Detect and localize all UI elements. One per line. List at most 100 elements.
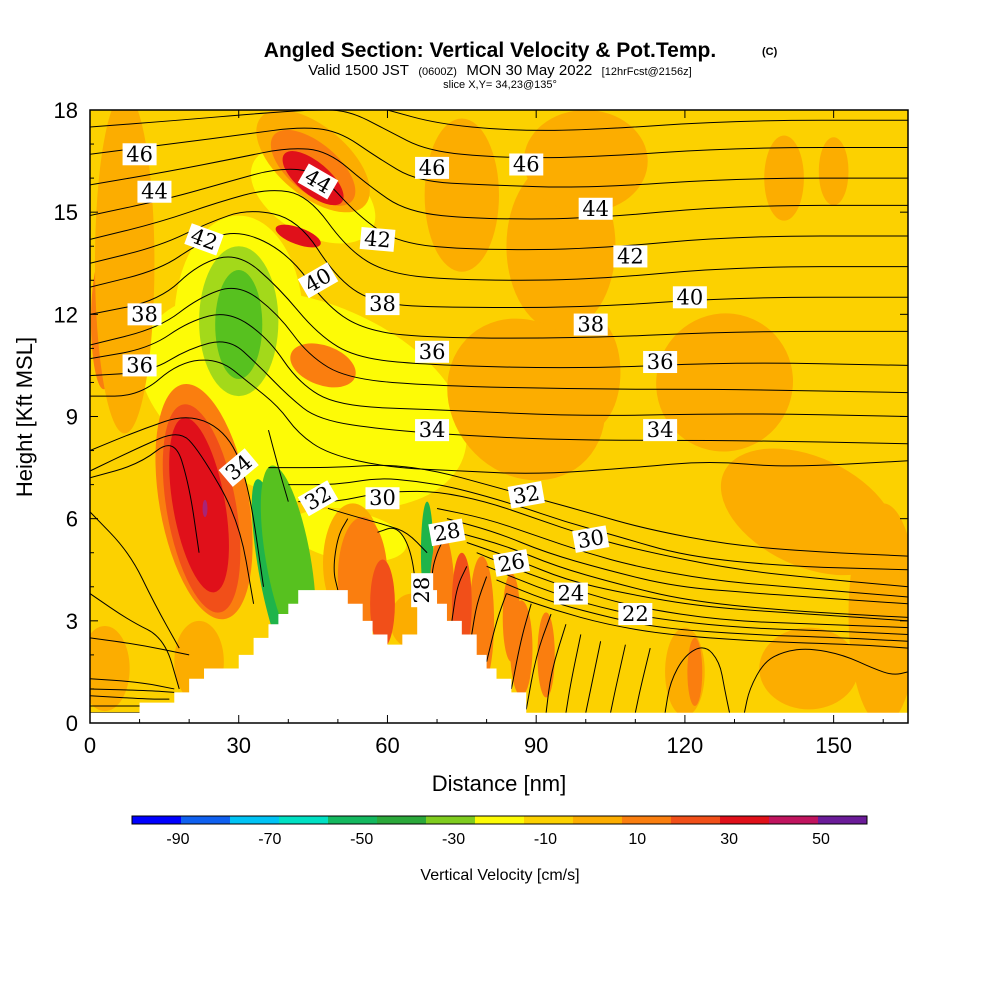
colorbar-tick-label: 50 (812, 831, 830, 848)
velocity-region (818, 137, 849, 206)
contour-label: 30 (572, 525, 610, 553)
x-tick-label: 60 (375, 733, 399, 758)
theta-contour (327, 507, 428, 554)
y-tick-label: 6 (66, 507, 78, 532)
terrain-profile (90, 590, 908, 723)
colorbar-segment (720, 816, 770, 824)
colorbar-segment (524, 816, 574, 824)
contour-label-box (643, 419, 678, 442)
contour-label: 42 (613, 244, 648, 268)
velocity-region (370, 559, 395, 649)
x-tick-label: 30 (226, 733, 250, 758)
contour-label-text: 36 (647, 350, 674, 374)
contour-label-box (365, 487, 400, 510)
contour-label: 34 (643, 418, 678, 442)
theta-contour (436, 507, 908, 598)
theta-contour (90, 233, 908, 339)
contour-label-box (507, 481, 545, 509)
velocity-region (215, 270, 263, 380)
colorbar-tick-label: 30 (720, 831, 738, 848)
contour-label: 28 (410, 573, 434, 608)
theta-contour (387, 110, 908, 131)
contour-label: 28 (428, 518, 466, 546)
colorbar-tick-label: -10 (534, 831, 557, 848)
utc-time: (0600Z) (418, 66, 457, 78)
colorbar: -90 -70 -50 -30 -10 10 30 50 (131, 815, 868, 848)
contour-label: 46 (415, 156, 450, 180)
theta-contour (585, 641, 602, 713)
contour-label: 46 (509, 152, 544, 176)
theta-contour (90, 314, 908, 417)
theta-contour (90, 211, 908, 309)
contour-label-text: 36 (126, 353, 153, 377)
theta-contour (90, 110, 908, 159)
theta-contour (90, 434, 255, 604)
theta-contour (90, 127, 908, 188)
theta-contour (545, 624, 567, 713)
velocity-region (687, 637, 703, 706)
y-tick-label: 9 (66, 405, 78, 430)
contour-label-box (365, 293, 400, 316)
colorbar-segment (818, 816, 868, 824)
colorbar-segment (181, 816, 231, 824)
theta-contour (377, 527, 418, 604)
y-tick-label: 15 (54, 200, 78, 225)
contour-label-box (578, 197, 613, 220)
velocity-region (759, 627, 859, 710)
contour-label-box (509, 153, 544, 176)
y-axis-label: Height [Kft MSL] (12, 337, 37, 497)
contour-label-box (553, 582, 588, 605)
contour-label-box (415, 340, 450, 363)
theta-contour (610, 644, 626, 713)
x-axis-label: Distance [nm] (432, 771, 567, 796)
colorbar-tick-label: -70 (258, 831, 281, 848)
x-tick-label: 0 (84, 733, 96, 758)
contour-label-box (415, 156, 450, 179)
valid-time: Valid 1500 JST (308, 62, 409, 79)
contour-label-text: 46 (126, 142, 153, 166)
contour-label: 32 (507, 481, 545, 509)
colorbar-segment (328, 816, 378, 824)
theta-contour (446, 518, 908, 605)
theta-contour (90, 168, 908, 251)
contour-label-text: 32 (511, 481, 541, 509)
contour-label-box (218, 448, 259, 487)
contour-label-text: 36 (419, 340, 446, 364)
velocity-region (502, 573, 521, 662)
contour-label-text: 44 (141, 180, 168, 204)
contour-label-text: 28 (410, 577, 434, 604)
contour-label: 46 (122, 142, 157, 166)
contour-label: 38 (127, 302, 162, 326)
contour-label-text: 46 (513, 152, 540, 176)
terrain (90, 590, 908, 723)
theta-contour (471, 576, 488, 635)
theta-contour (565, 634, 582, 713)
velocity-region (424, 118, 499, 272)
velocity-region (275, 224, 321, 248)
velocity-region (551, 312, 621, 432)
contour-label: 38 (365, 292, 400, 316)
contour-label-box (492, 549, 531, 577)
contour-label: 36 (643, 350, 678, 374)
colorbar-segment (475, 816, 525, 824)
contour-label-text: 38 (369, 292, 396, 316)
contour-label-text: 30 (575, 525, 605, 553)
colorbar-segment (769, 816, 819, 824)
contour-label-box (297, 163, 339, 200)
theta-contour (451, 566, 468, 621)
theta-contour (743, 648, 908, 713)
theta-contour (510, 603, 532, 690)
potential-temperature-contours (90, 110, 908, 714)
contour-label-text: 42 (363, 226, 392, 252)
velocity-region (720, 448, 897, 576)
chart-subtitle: Valid 1500 JST (0600Z) MON 30 May 2022 [… (308, 62, 691, 79)
colorbar-frame (131, 815, 868, 825)
contour-label-box (572, 525, 610, 553)
theta-contour (333, 518, 349, 591)
contour-label-box (643, 351, 678, 374)
contour-label-text: 28 (432, 518, 462, 546)
theta-contour (90, 256, 908, 369)
contour-label-text: 40 (676, 285, 703, 309)
